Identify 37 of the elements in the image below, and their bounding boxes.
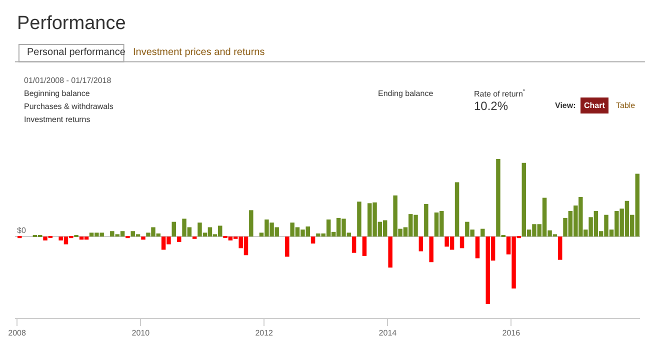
text: Beginning balance xyxy=(24,89,90,98)
bar xyxy=(418,236,424,252)
x-tick-label: 2008 xyxy=(8,328,26,338)
bar xyxy=(460,236,464,248)
text: 10.2% xyxy=(474,99,508,113)
x-tick-label: 2010 xyxy=(132,328,150,338)
bar xyxy=(176,236,182,242)
x-tick-label: 2016 xyxy=(502,328,521,338)
text: Ending balance xyxy=(378,89,434,98)
bar xyxy=(362,236,367,256)
bar xyxy=(388,236,392,268)
text: View: xyxy=(555,101,576,110)
bar xyxy=(357,202,362,237)
bar xyxy=(172,222,176,237)
text: Investment prices and returns xyxy=(133,47,265,58)
bar xyxy=(480,228,485,237)
text: Table xyxy=(616,101,636,110)
text: Chart xyxy=(584,101,606,110)
bar xyxy=(429,236,434,262)
bar xyxy=(424,204,428,237)
bar xyxy=(558,236,562,260)
bar xyxy=(285,236,290,257)
ref-line-label: $0 xyxy=(17,226,26,235)
text: Personal performance xyxy=(27,47,126,58)
bar xyxy=(249,210,254,237)
bar xyxy=(352,236,356,253)
chart-title: Performance xyxy=(17,13,126,34)
bar xyxy=(454,182,460,237)
x-tick-label: 2012 xyxy=(255,328,274,338)
x-tick-label: 2014 xyxy=(378,328,398,338)
bar xyxy=(141,236,146,240)
text: Rate of return$^{*}$ xyxy=(474,89,526,98)
bar xyxy=(310,236,316,244)
bar xyxy=(475,236,480,258)
text: 01/01/2008 - 01/17/2018 xyxy=(24,76,112,85)
text: Investment returns xyxy=(24,115,90,124)
text: Purchases & withdrawals xyxy=(24,102,114,111)
